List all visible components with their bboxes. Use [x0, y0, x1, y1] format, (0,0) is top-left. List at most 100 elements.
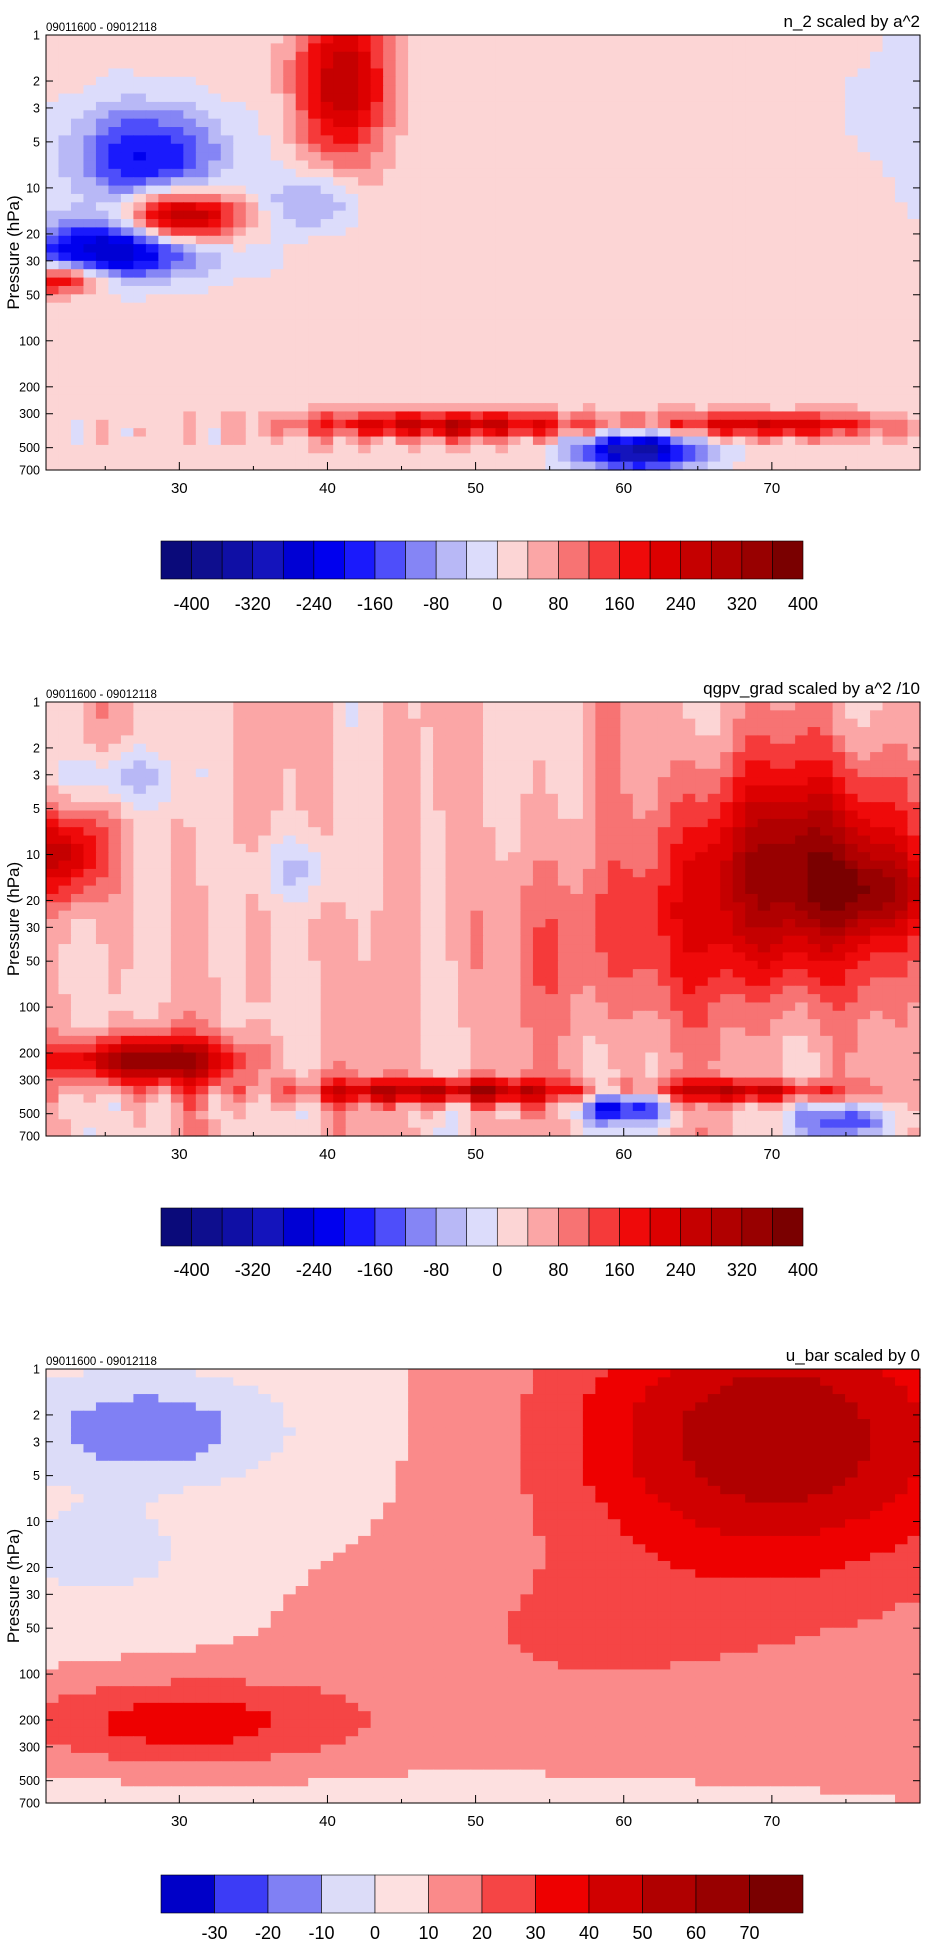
- contour-cell: [545, 210, 559, 220]
- contour-cell: [133, 827, 147, 837]
- contour-cell: [70, 369, 85, 379]
- contour-cell: [657, 160, 671, 170]
- contour-cell: [745, 793, 759, 803]
- contour-cell: [620, 386, 634, 396]
- contour-cell: [333, 43, 347, 53]
- contour-cell: [445, 377, 459, 387]
- contour-cell: [470, 101, 484, 111]
- contour-cell: [695, 244, 709, 254]
- contour-cell: [108, 127, 122, 136]
- contour-cell: [370, 453, 384, 463]
- contour-cell: [333, 428, 347, 438]
- contour-cell: [657, 285, 671, 295]
- contour-cell: [570, 135, 584, 145]
- contour-cell: [557, 727, 571, 736]
- contour-cell: [445, 461, 459, 471]
- contour-cell: [645, 252, 659, 262]
- contour-cell: [58, 319, 72, 329]
- contour-cell: [707, 244, 721, 254]
- contour-cell: [120, 118, 134, 128]
- contour-cell: [857, 68, 871, 78]
- contour-cell: [220, 244, 234, 254]
- contour-cell: [845, 419, 859, 429]
- contour-cell: [408, 760, 422, 770]
- contour-cell: [220, 336, 234, 346]
- contour-cell: [720, 311, 734, 321]
- contour-cell: [807, 60, 821, 70]
- contour-cell: [445, 327, 459, 337]
- contour-cell: [95, 785, 110, 795]
- contour-cell: [270, 35, 284, 44]
- contour-cell: [483, 702, 497, 711]
- contour-cell: [395, 193, 409, 203]
- contour-cell: [557, 269, 571, 279]
- contour-cell: [795, 302, 809, 312]
- contour-cell: [570, 93, 584, 103]
- contour-cell: [820, 727, 834, 736]
- contour-cell: [507, 193, 522, 203]
- contour-cell: [46, 227, 60, 237]
- contour-cell: [458, 394, 472, 404]
- contour-cell: [870, 260, 884, 270]
- contour-cell: [570, 227, 584, 237]
- contour-cell: [732, 752, 746, 762]
- contour-cell: [620, 202, 634, 212]
- contour-cell: [245, 718, 259, 728]
- contour-cell: [433, 419, 447, 429]
- contour-cell: [757, 76, 771, 86]
- contour-cell: [832, 185, 846, 195]
- contour-cell: [120, 227, 134, 237]
- contour-cell: [395, 177, 409, 187]
- contour-cell: [345, 285, 359, 295]
- contour-cell: [870, 68, 884, 78]
- contour-cell: [470, 818, 484, 828]
- contour-cell: [882, 193, 896, 203]
- contour-cell: [595, 152, 609, 162]
- contour-cell: [795, 810, 809, 820]
- contour-cell: [895, 143, 909, 153]
- contour-cell: [245, 76, 259, 86]
- contour-cell: [120, 777, 134, 787]
- contour-cell: [408, 185, 422, 195]
- contour-cell: [295, 702, 309, 711]
- contour-cell: [645, 311, 659, 321]
- contour-cell: [757, 85, 771, 95]
- contour-cell: [895, 436, 909, 446]
- contour-cell: [882, 227, 896, 237]
- contour-cell: [582, 369, 596, 379]
- contour-cell: [208, 260, 222, 270]
- contour-cell: [433, 152, 447, 162]
- contour-cell: [395, 60, 409, 70]
- contour-cell: [695, 227, 709, 237]
- contour-cell: [857, 60, 871, 70]
- contour-cell: [220, 361, 234, 371]
- contour-cell: [108, 369, 122, 379]
- contour-cell: [895, 68, 909, 78]
- contour-cell: [395, 453, 409, 463]
- contour-cell: [108, 60, 122, 70]
- contour-cell: [832, 386, 846, 396]
- contour-cell: [420, 752, 434, 762]
- contour-cell: [258, 68, 272, 78]
- contour-cell: [495, 135, 509, 145]
- contour-cell: [682, 444, 696, 454]
- contour-cell: [507, 294, 522, 304]
- contour-cell: [720, 827, 734, 837]
- contour-cell: [333, 252, 347, 262]
- contour-cell: [570, 101, 584, 111]
- contour-cell: [308, 785, 322, 795]
- contour-cell: [495, 76, 509, 86]
- contour-cell: [95, 394, 110, 404]
- contour-cell: [445, 760, 459, 770]
- contour-cell: [745, 85, 759, 95]
- contour-cell: [108, 277, 122, 287]
- contour-cell: [470, 743, 484, 753]
- contour-cell: [408, 428, 422, 438]
- contour-cell: [270, 428, 284, 438]
- contour-cell: [46, 311, 60, 321]
- contour-cell: [58, 852, 72, 862]
- contour-cell: [632, 210, 646, 220]
- contour-cell: [95, 311, 110, 321]
- contour-cell: [757, 51, 771, 61]
- contour-cell: [620, 285, 634, 295]
